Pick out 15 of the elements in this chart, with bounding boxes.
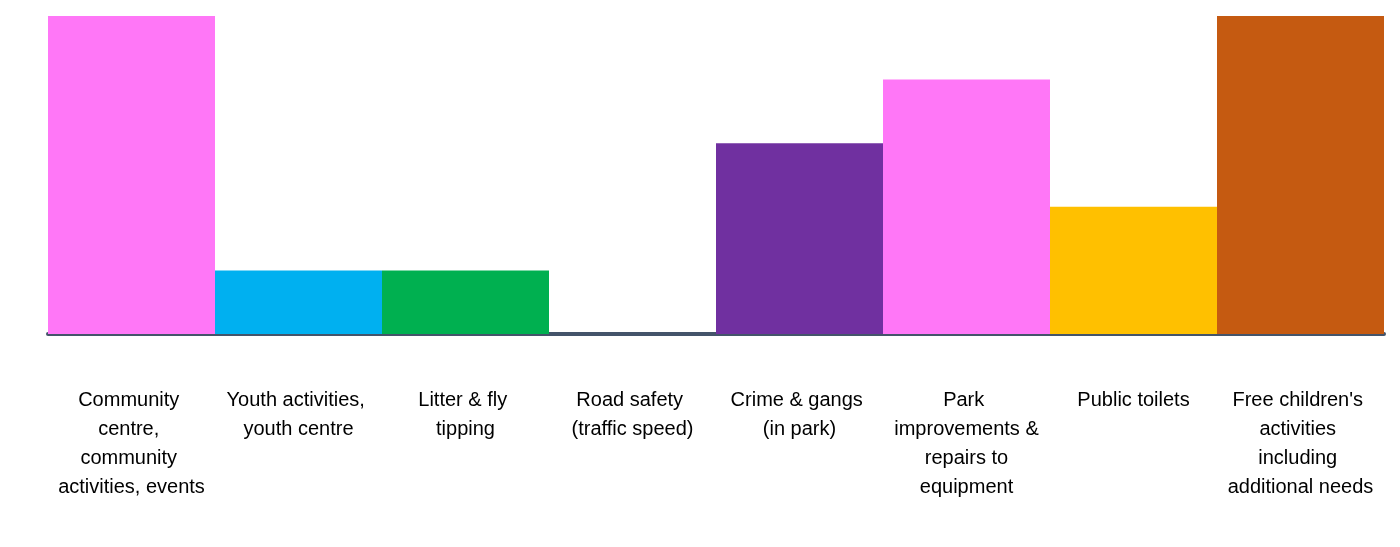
x-tick-label: Road safety (traffic speed) <box>571 387 694 439</box>
x-tick-label: Free children's activities including additional needs <box>1227 387 1374 497</box>
bar <box>883 79 1050 334</box>
x-tick-label: Park improvements & repairs to equipment <box>894 387 1040 497</box>
x-tick-label: Youth activities, youth centre <box>226 387 371 439</box>
x-tick-label: Community centre, community activities, events <box>58 387 205 497</box>
x-tick-label: Litter & fly tipping <box>418 387 513 439</box>
bar <box>215 270 382 334</box>
x-tick-label: Crime & gangs (in park) <box>730 387 869 439</box>
bar <box>1217 16 1384 334</box>
bar <box>716 143 883 334</box>
bar <box>1050 206 1217 334</box>
bar <box>48 16 215 334</box>
x-tick-label: Public toilets <box>1077 387 1190 410</box>
bar <box>382 270 549 334</box>
